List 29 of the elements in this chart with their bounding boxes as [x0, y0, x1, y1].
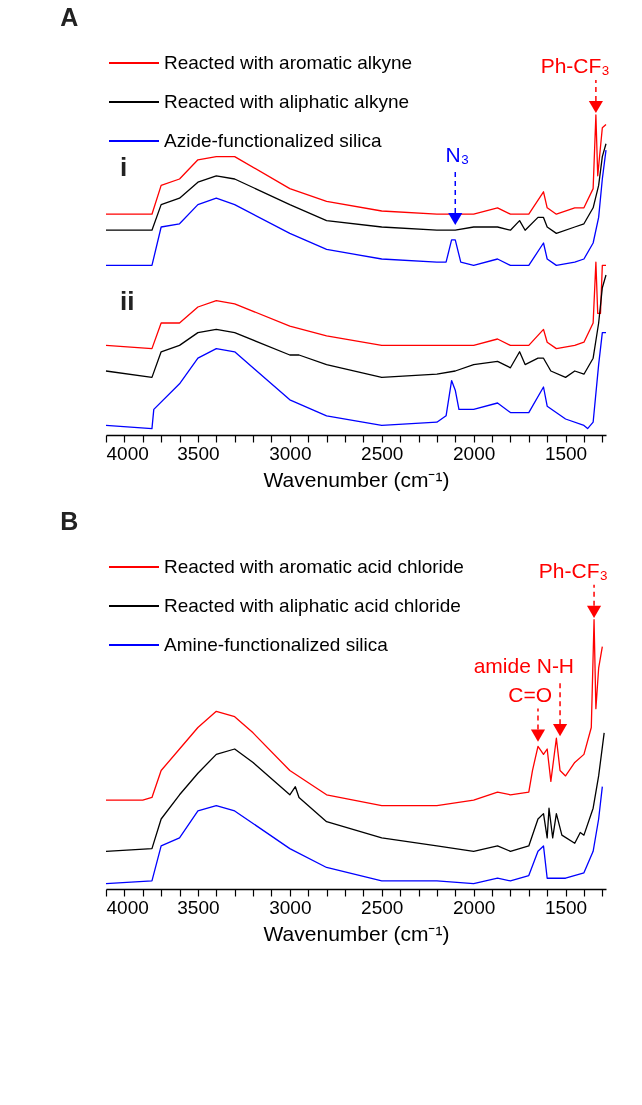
x-axis-title: Wavenumber (cm⁻¹) [263, 467, 450, 491]
x-tick-label: 2500 [361, 896, 404, 918]
annotation: i [120, 152, 128, 183]
chart-title: A [60, 3, 79, 31]
x-tick-label: 3000 [269, 896, 312, 918]
legend-label: Reacted with aliphatic acid chloride [164, 595, 461, 616]
x-tick-label: 4000 [106, 896, 149, 918]
legend-label: Amine-functionalized silica [164, 634, 389, 655]
x-tick-label: 3500 [177, 442, 220, 464]
x-tick-label: 1500 [544, 896, 588, 918]
x-tick-label: 1500 [544, 442, 588, 464]
legend-label: Reacted with aliphatic alkyne [164, 91, 410, 112]
legend-label: Reacted with aromatic alkyne [164, 52, 413, 73]
x-tick-label: 2500 [361, 442, 404, 464]
annotation: N₃ [445, 143, 470, 166]
x-axis-title: Wavenumber (cm⁻¹) [263, 921, 450, 945]
annotation: Ph-CF₃ [538, 558, 609, 582]
chart-title: B [60, 507, 79, 535]
annotation: amide N-H [473, 654, 575, 678]
x-tick-label: 4000 [106, 442, 149, 464]
x-tick-label: 2000 [453, 896, 496, 918]
annotation: Ph-CF₃ [540, 54, 610, 77]
annotation: ii [120, 285, 135, 316]
legend-label: Reacted with aromatic acid chloride [164, 556, 464, 577]
x-tick-label: 2000 [453, 442, 496, 464]
x-tick-label: 3000 [269, 442, 312, 464]
x-tick-label: 3500 [177, 896, 220, 918]
legend-label: Azide-functionalized silica [164, 130, 382, 151]
annotation: C=O [508, 682, 552, 706]
